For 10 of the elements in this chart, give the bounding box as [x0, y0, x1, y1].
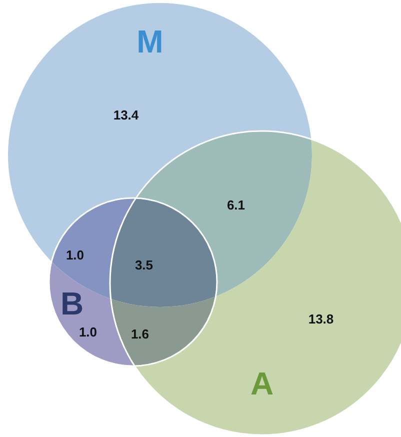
data-label: 6.1: [226, 197, 246, 212]
data-label: 3.5: [134, 257, 154, 272]
data-label: 1.6: [130, 326, 150, 342]
data-label: 1.0: [78, 324, 98, 340]
data-label: 13.8: [308, 311, 334, 326]
text: A: [250, 365, 274, 402]
data-label: 1.0: [66, 247, 84, 262]
text: M: [136, 23, 164, 60]
data-label: 13.4: [113, 107, 140, 122]
text: B: [60, 285, 84, 322]
